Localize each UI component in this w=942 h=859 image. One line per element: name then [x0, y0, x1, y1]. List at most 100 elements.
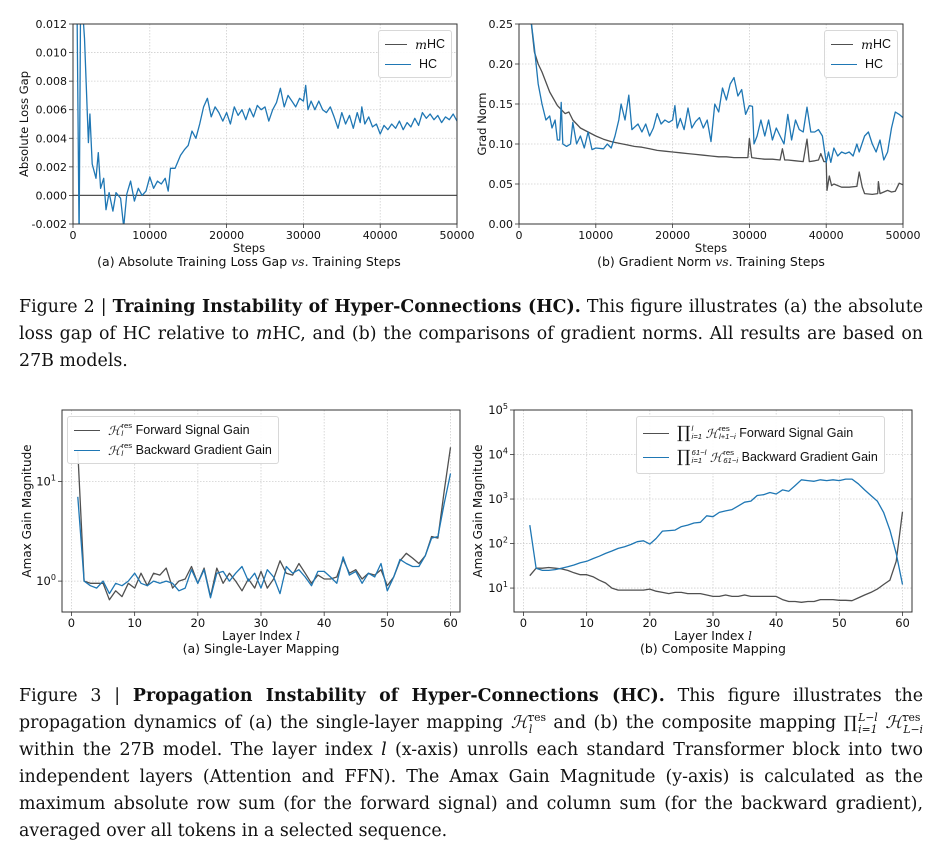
legend-line-mhc	[831, 43, 854, 45]
sup: res	[903, 711, 921, 725]
y-tick-label: 0.10	[489, 138, 514, 151]
x-axis-variable: l	[296, 629, 300, 643]
tick-exponent: 4	[503, 447, 508, 456]
x-tick-label: 0	[516, 229, 523, 242]
series-line-hc	[530, 24, 903, 164]
sub: l+1−i	[718, 432, 736, 441]
y-tick-label: 0.008	[36, 75, 68, 88]
series-line-backward-gradient-gain	[529, 478, 904, 585]
subfigure-caption: (b) Gradient Norm vs. Training Steps	[597, 254, 825, 269]
legend-item-mhc: m HC	[385, 34, 445, 54]
legend-item-hc: HC	[385, 54, 445, 74]
x-tick-label: 20000	[209, 229, 244, 242]
legend-sym: ℋ	[709, 449, 723, 465]
sup: res	[723, 447, 735, 457]
sub: 61−i	[723, 456, 739, 465]
tick-base: 10	[488, 403, 503, 417]
y-tick-label: 100	[36, 573, 56, 588]
tick-base: 10	[488, 492, 503, 506]
x-tick-label: 50000	[440, 229, 475, 242]
caption-text: within the 27B model. The layer index	[19, 740, 382, 760]
chart-1: 0 10000 20000 30000 40000 50000 0.00 0.05 0.10 0.…	[475, 18, 921, 269]
sup: res	[121, 440, 133, 450]
figure-3-caption: Figure 3 | Propagation Instability of Hy…	[19, 683, 923, 845]
legend-gap: m HC HC	[378, 30, 452, 78]
y-tick-label: 0.006	[36, 104, 68, 117]
axes-frame	[518, 23, 904, 225]
y-tick-label: 104	[488, 447, 508, 462]
caption-part: (a) Absolute Training Loss Gap	[97, 254, 291, 269]
axes-frame	[513, 409, 913, 613]
sup: res	[528, 711, 546, 725]
y-tick-label: 0.002	[36, 161, 68, 174]
axes-frame	[72, 23, 458, 225]
caption-part: Training Steps	[309, 254, 401, 269]
legend-line-backward	[74, 449, 100, 451]
legend-label: Forward Signal Gain	[739, 426, 854, 440]
figure-2-caption: Figure 2 | Training Instability of Hyper…	[19, 294, 923, 375]
x-tick-label: 20	[191, 616, 206, 630]
x-tick-label: 60	[443, 616, 458, 630]
product-symbol: ∏	[677, 447, 691, 467]
math-m: m	[255, 324, 273, 344]
y-tick-label: 102	[488, 536, 508, 551]
tick-exponent: 1	[51, 473, 56, 482]
y-axis-label: Absolute Loss Gap	[17, 71, 31, 177]
x-tick-label: 40000	[809, 229, 844, 242]
x-tick-label: 40	[317, 616, 332, 630]
x-tick-label: 0	[520, 616, 527, 630]
x-tick-label: 0	[68, 616, 75, 630]
x-tick-label: 30000	[732, 229, 767, 242]
tick-exponent: 2	[503, 536, 508, 545]
x-tick-label: 10000	[132, 229, 167, 242]
prod-script: l i=1	[691, 424, 703, 441]
sub: L−i	[903, 722, 924, 736]
y-tick-label: 0.000	[36, 189, 68, 202]
x-tick-label: 30	[706, 616, 721, 630]
subfigure-caption: (a) Absolute Training Loss Gap vs. Train…	[97, 254, 401, 269]
x-tick-label: 10	[127, 616, 142, 630]
x-axis-label: Steps	[695, 241, 727, 255]
legend-line-mhc	[385, 43, 408, 45]
x-tick-label: 10000	[578, 229, 613, 242]
legend-item-mhc: m HC	[831, 34, 891, 54]
caption-part: (b) Composite Mapping	[640, 641, 786, 656]
x-tick-label: 60	[895, 616, 910, 630]
figure-title: Training Instability of Hyper-Connection…	[112, 297, 581, 317]
caption-text: (x-axis) unrolls each standard Transform…	[19, 740, 924, 841]
prod-script: 61−l i=1	[691, 447, 707, 465]
caption-italic: vs.	[715, 254, 732, 269]
legend-script: res l	[121, 420, 133, 438]
legend-label: Forward Signal Gain	[135, 423, 250, 437]
x-tick-label: 0	[70, 229, 77, 242]
tick-exponent: 3	[503, 491, 508, 500]
y-axis-label: Amax Gain Magnitude	[471, 444, 485, 577]
sup: 61−l	[691, 447, 707, 457]
x-tick-label: 50	[832, 616, 847, 630]
y-tick-label: 0.012	[36, 18, 68, 31]
series-line-hc	[76, 24, 457, 224]
legend-sym: ℋ	[108, 442, 121, 458]
sup: res	[121, 420, 133, 430]
figure-title: Propagation Instability of Hyper-Connect…	[132, 686, 665, 706]
sub: i=1	[691, 456, 703, 465]
sub: i=1	[691, 432, 703, 441]
x-tick-label: 10	[579, 616, 594, 630]
math-h: ℋ	[885, 713, 903, 733]
x-axis-label: Layer Index l	[222, 629, 300, 643]
y-tick-label: -0.002	[32, 218, 67, 231]
sup: res	[718, 423, 730, 433]
legend-label: HC	[419, 57, 438, 71]
legend-script: res l+1−i	[718, 423, 736, 441]
x-tick-label: 20000	[655, 229, 690, 242]
sup: L−l	[858, 711, 878, 725]
sub: i=1	[858, 722, 878, 736]
y-tick-label: 0.05	[489, 178, 514, 191]
tick-base: 10	[488, 581, 503, 595]
sub: l	[528, 722, 533, 736]
figure-label: Figure 2 |	[19, 297, 113, 317]
